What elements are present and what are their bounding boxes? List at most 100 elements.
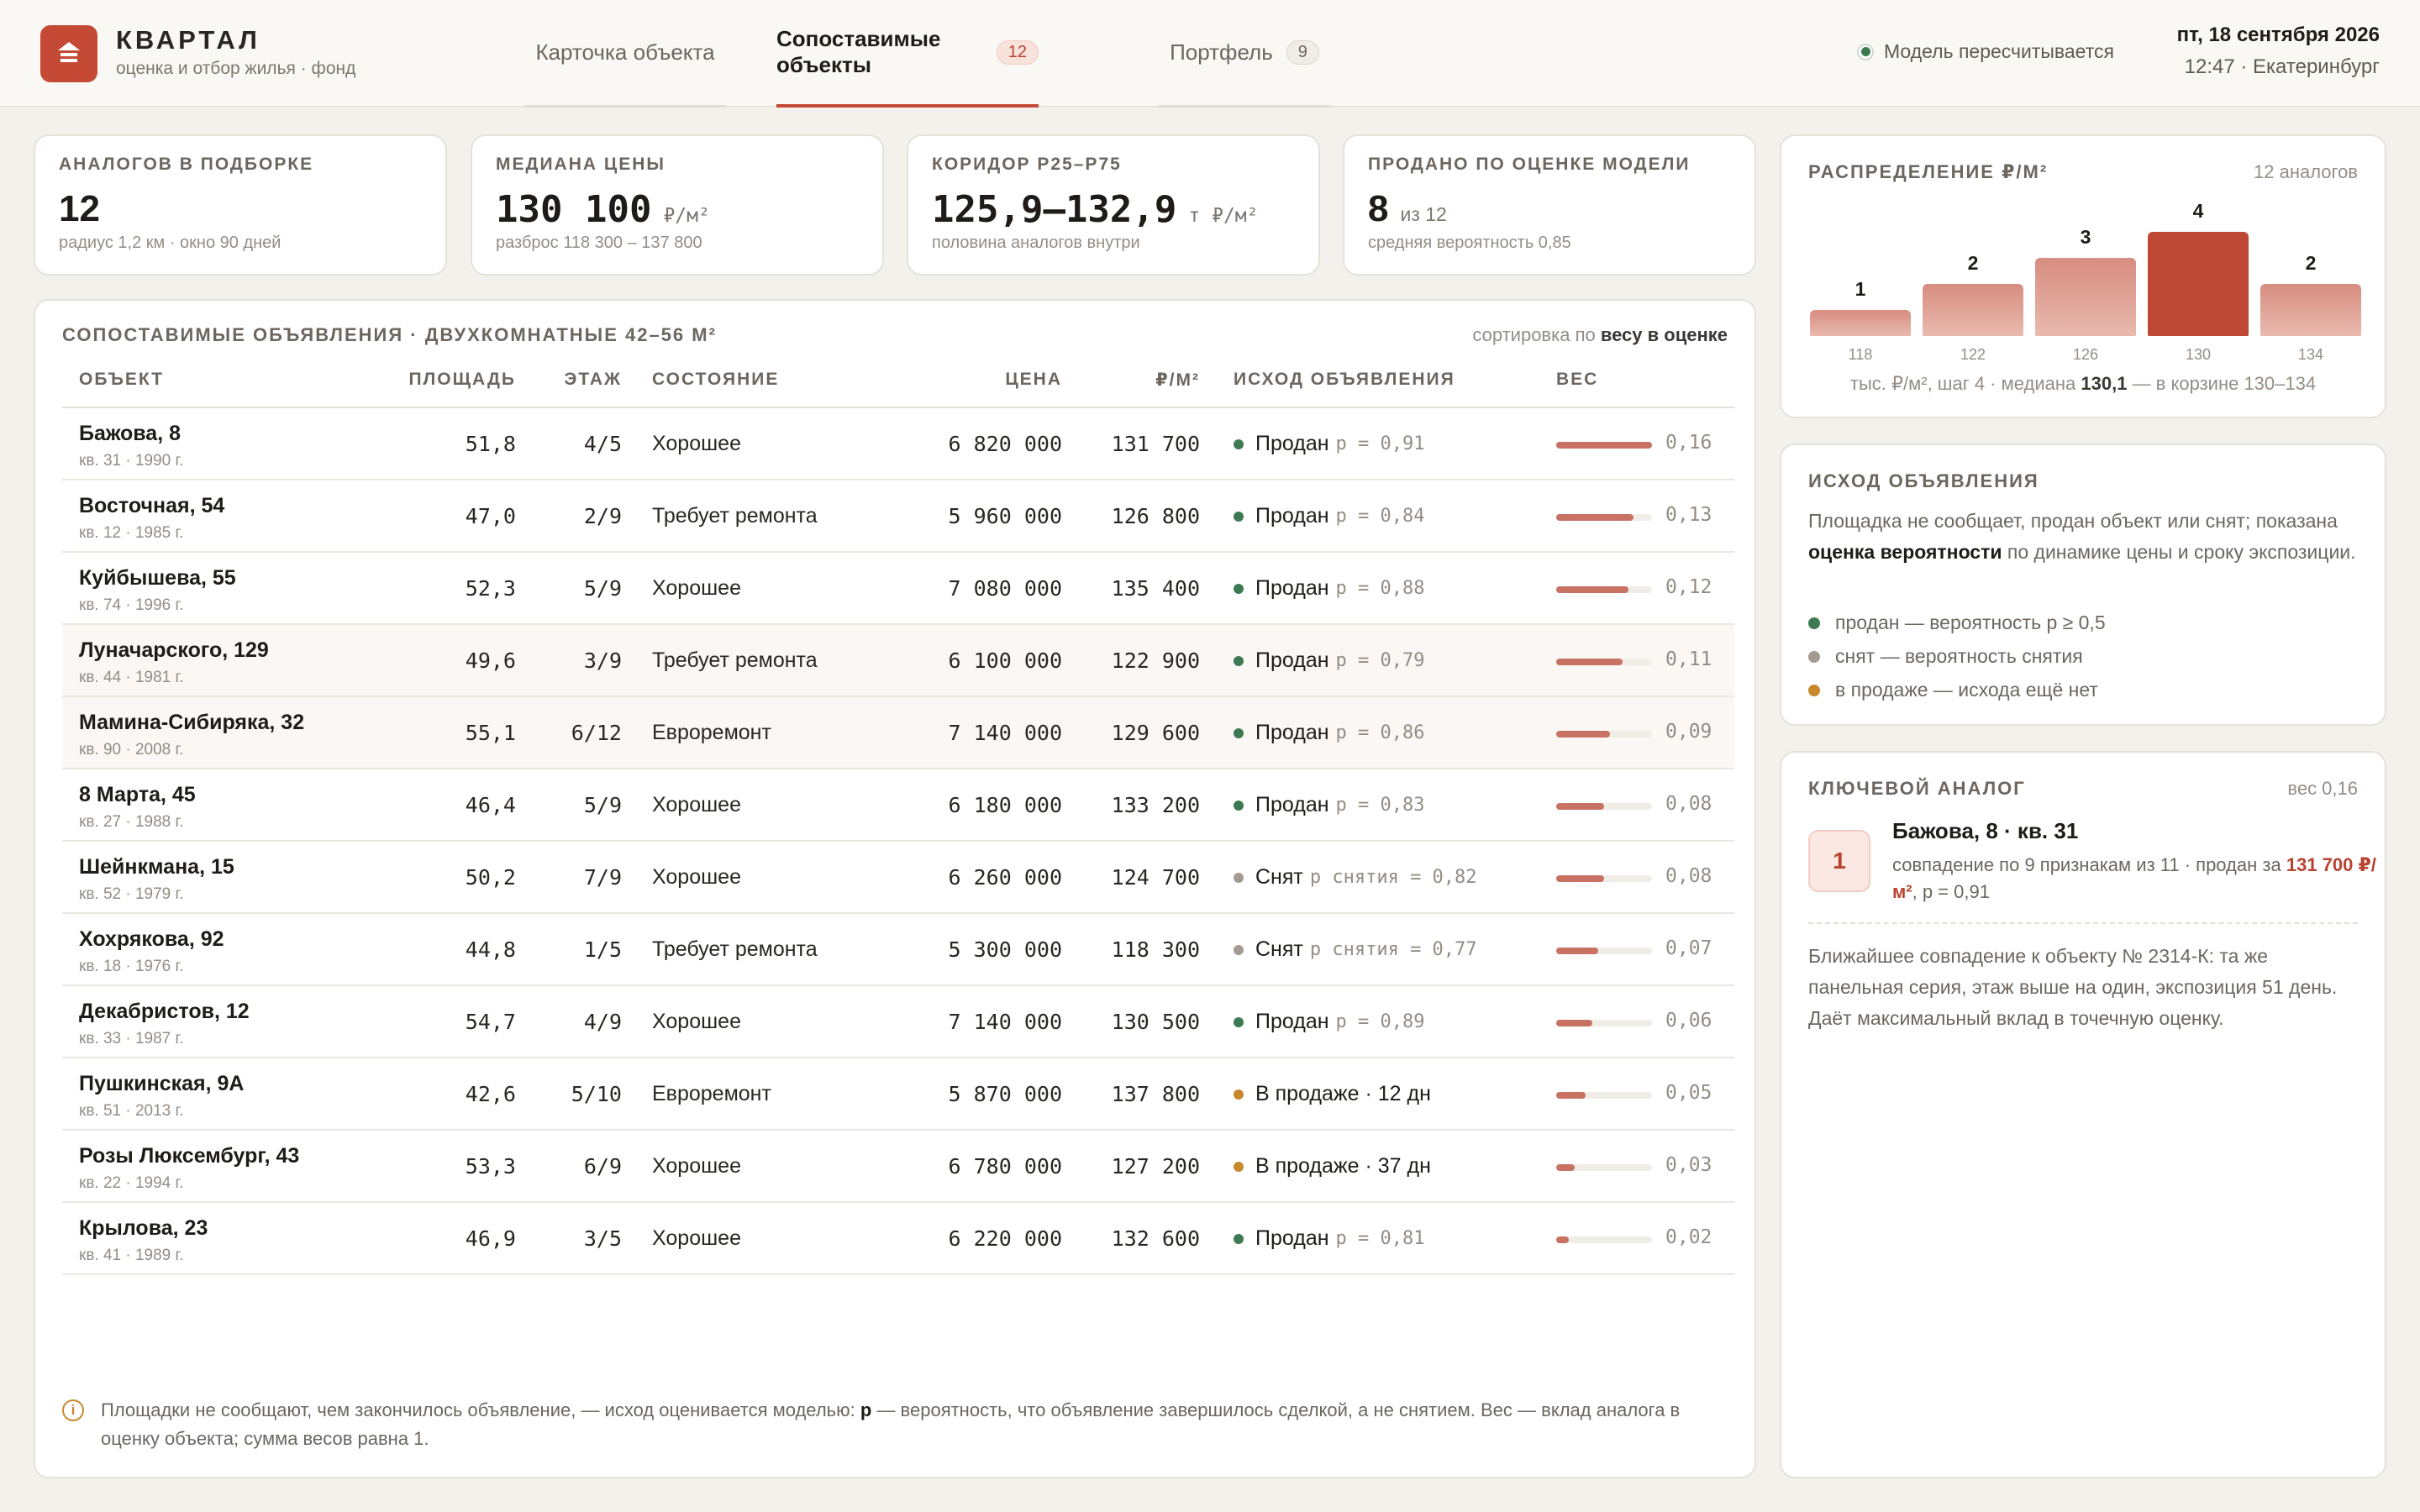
row-meta: кв. 33 · 1987 г. — [79, 1030, 184, 1047]
table-sort[interactable]: сортировка по весу в оценке — [1472, 324, 1728, 346]
row-meta: кв. 52 · 1979 г. — [79, 885, 184, 903]
app-header: КВАРТАЛ оценка и отбор жилья · фонд Карт… — [0, 0, 2420, 108]
histogram-caption: тыс. ₽/м², шаг 4 · медиана 130,1 — в кор… — [1849, 373, 2317, 394]
row-address[interactable]: Луначарского, 129 — [79, 638, 269, 662]
col-header-floor[interactable]: ЭТАЖ — [564, 370, 622, 389]
outcome-description: Площадка не сообщает, продан объект или … — [1808, 510, 2356, 563]
table-row[interactable]: Мамина-Сибиряка, 32 кв. 90 · 2008 г. 55,1 6… — [62, 697, 1734, 769]
row-price-per-m2: 118 300 — [1111, 937, 1200, 962]
row-area: 53,3 — [465, 1154, 516, 1179]
row-address[interactable]: Мамина-Сибиряка, 32 — [79, 711, 305, 734]
row-area: 44,8 — [465, 937, 516, 962]
histogram-bar[interactable] — [1810, 310, 1911, 336]
row-floor: 6/9 — [583, 1154, 622, 1179]
histogram-tick-label: 118 — [1848, 346, 1873, 363]
row-price-per-m2: 131 700 — [1111, 432, 1200, 456]
outcome-dot-icon — [1234, 872, 1244, 883]
row-weight: 0,13 — [1665, 504, 1712, 526]
histogram-bar[interactable] — [2260, 284, 2361, 336]
table-row[interactable]: Хохрякова, 92 кв. 18 · 1976 г. 44,8 1/5 Треб… — [62, 914, 1734, 986]
table-row[interactable]: Пушкинская, 9А кв. 51 · 2013 г. 42,6 5/10 Ев… — [62, 1058, 1734, 1131]
table-row[interactable]: 8 Марта, 45 кв. 27 · 1988 г. 46,4 5/9 Хороше… — [62, 769, 1734, 842]
outcome-probability: р = 0,91 — [1335, 433, 1425, 454]
histogram-bar[interactable] — [2035, 258, 2136, 336]
key-analog-title: КЛЮЧЕВОЙ АНАЛОГ — [1808, 778, 2026, 799]
row-address[interactable]: Декабристов, 12 — [79, 1000, 250, 1023]
table-row[interactable]: Шейнкмана, 15 кв. 52 · 1979 г. 50,2 7/9 Хоро… — [62, 842, 1734, 914]
outcome-probability: р = 0,79 — [1335, 650, 1425, 671]
kpi-label: МЕДИАНА ЦЕНЫ — [496, 155, 666, 174]
row-condition: Хорошее — [652, 1154, 741, 1178]
tab-count-badge: 9 — [1286, 40, 1319, 65]
histogram-bar[interactable] — [2148, 232, 2249, 336]
row-outcome: Снят р снятия = 0,82 — [1234, 865, 1477, 890]
row-area: 54,7 — [465, 1010, 516, 1034]
histogram-bar-count: 3 — [2080, 226, 2091, 248]
kpi-unit: т ₽/м² — [1188, 205, 1259, 227]
col-header-price-per-m2[interactable]: ₽/М² — [1155, 370, 1200, 390]
tab-portfolio[interactable]: Портфель 9 — [1158, 0, 1331, 108]
table-row[interactable]: Куйбышева, 55 кв. 74 · 1996 г. 52,3 5/9 Хоро… — [62, 553, 1734, 625]
row-outcome: Продан р = 0,88 — [1234, 576, 1425, 601]
col-header-condition[interactable]: СОСТОЯНИЕ — [652, 370, 780, 389]
col-header-area[interactable]: ПЛОЩАДЬ — [408, 370, 516, 389]
table-header-divider — [62, 407, 1734, 408]
row-price: 6 780 000 — [948, 1154, 1062, 1179]
weight-bar — [1556, 948, 1652, 954]
table-row[interactable]: Розы Люксембург, 43 кв. 22 · 1994 г. 53,3 6… — [62, 1131, 1734, 1203]
histogram-bar[interactable] — [1923, 284, 2023, 336]
row-outcome: В продаже · 12 дн — [1234, 1082, 1438, 1106]
table-row[interactable]: Луначарского, 129 кв. 44 · 1981 г. 49,6 3/9… — [62, 625, 1734, 697]
weight-bar-fill — [1556, 1092, 1586, 1099]
row-outcome: Продан р = 0,83 — [1234, 793, 1425, 817]
distribution-count: 12 аналогов — [2254, 161, 2358, 182]
weight-bar-fill — [1556, 1236, 1569, 1243]
col-header-weight[interactable]: ВЕС — [1556, 370, 1599, 389]
row-condition: Хорошее — [652, 865, 741, 889]
row-address[interactable]: Шейнкмана, 15 — [79, 855, 234, 879]
legend-dot-icon — [1808, 684, 1820, 696]
key-analog-name[interactable]: Бажова, 8 · кв. 31 — [1892, 818, 2079, 843]
row-address[interactable]: Розы Люксембург, 43 — [79, 1144, 300, 1168]
outcome-label: Снят — [1255, 937, 1303, 961]
outcome-dot-icon — [1234, 438, 1244, 449]
brand-logo-icon[interactable] — [40, 25, 97, 82]
distribution-card: РАСПРЕДЕЛЕНИЕ ₽/М² 12 аналогов 1 118 2 122 3… — [1780, 134, 2386, 418]
row-address[interactable]: Восточная, 54 — [79, 494, 225, 517]
col-header-outcome[interactable]: ИСХОД ОБЪЯВЛЕНИЯ — [1234, 370, 1455, 389]
row-price: 6 260 000 — [948, 865, 1062, 890]
table-row[interactable]: Бажова, 8 кв. 31 · 1990 г. 51,8 4/5 Хорошее 6… — [62, 408, 1734, 480]
weight-bar-fill — [1556, 586, 1628, 593]
outcome-probability: р снятия = 0,82 — [1309, 867, 1477, 888]
row-outcome: Продан р = 0,81 — [1234, 1226, 1425, 1251]
row-address[interactable]: Крылова, 23 — [79, 1216, 208, 1240]
row-address[interactable]: Бажова, 8 — [79, 422, 181, 445]
table-row[interactable]: Крылова, 23 кв. 41 · 1989 г. 46,9 3/5 Хороше… — [62, 1203, 1734, 1275]
outcome-label: Продан — [1255, 1010, 1329, 1033]
row-outcome: Продан р = 0,84 — [1234, 504, 1425, 528]
weight-bar — [1556, 442, 1652, 449]
row-address[interactable]: Куйбышева, 55 — [79, 566, 236, 590]
table-row[interactable]: Восточная, 54 кв. 12 · 1985 г. 47,0 2/9 Треб… — [62, 480, 1734, 553]
table-row[interactable]: Декабристов, 12 кв. 33 · 1987 г. 54,7 4/9 Хо… — [62, 986, 1734, 1058]
tab-object-card[interactable]: Карточка объекта — [524, 0, 726, 108]
col-header-object[interactable]: ОБЪЕКТ — [79, 370, 165, 389]
histogram-tick-label: 126 — [2072, 346, 2099, 363]
row-floor: 2/9 — [583, 504, 622, 528]
row-price-per-m2: 127 200 — [1111, 1154, 1200, 1179]
row-weight: 0,09 — [1665, 721, 1712, 743]
row-weight: 0,12 — [1665, 576, 1712, 598]
row-outcome: Продан р = 0,91 — [1234, 432, 1425, 456]
status-dot-icon — [1857, 43, 1874, 60]
row-area: 55,1 — [465, 721, 516, 745]
weight-bar-fill — [1556, 1020, 1593, 1026]
tab-comparables[interactable]: Сопоставимые объекты 12 — [776, 0, 1039, 108]
sort-key: весу в оценке — [1600, 324, 1728, 345]
outcome-dot-icon — [1234, 727, 1244, 738]
col-header-price[interactable]: ЦЕНА — [1005, 370, 1062, 389]
row-price: 7 080 000 — [948, 576, 1062, 601]
row-address[interactable]: Пушкинская, 9А — [79, 1072, 245, 1095]
row-address[interactable]: Хохрякова, 92 — [79, 927, 224, 951]
tab-label: Портфель — [1170, 39, 1273, 65]
row-address[interactable]: 8 Марта, 45 — [79, 783, 196, 806]
